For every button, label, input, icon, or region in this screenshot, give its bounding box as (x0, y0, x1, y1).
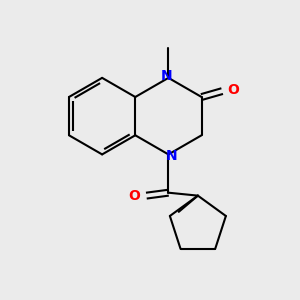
Text: O: O (129, 189, 140, 202)
Text: O: O (227, 82, 239, 97)
Text: N: N (161, 69, 173, 83)
Text: N: N (166, 149, 177, 163)
